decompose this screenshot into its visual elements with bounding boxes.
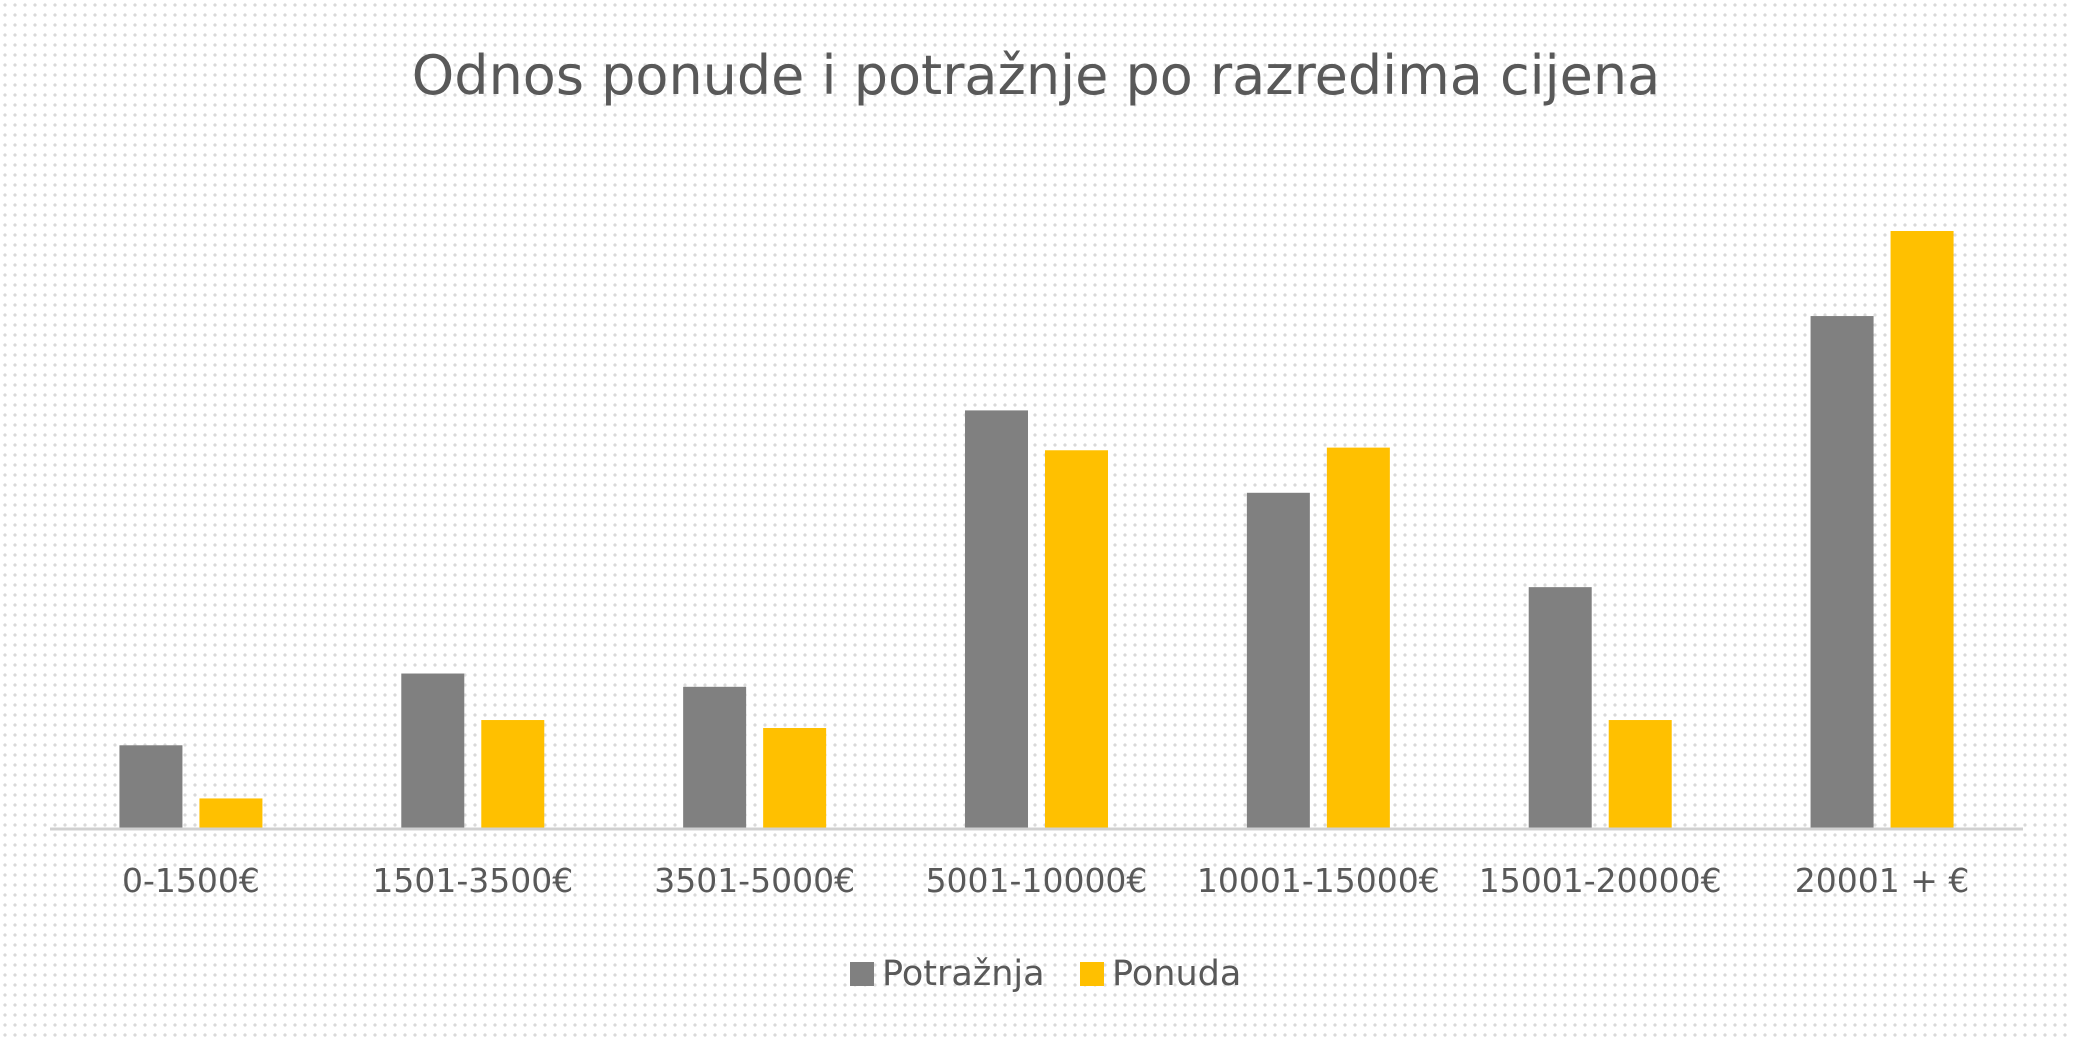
x-tick-label: 10001-15000€ [1197,861,1440,900]
x-tick-label: 5001-10000€ [926,861,1148,900]
bar-ponuda-5 [1608,720,1672,829]
bar-ponuda-0 [199,798,263,829]
bar-potraznja-5 [1528,587,1592,829]
legend-swatch-0 [850,962,874,986]
bar-potraznja-3 [965,410,1028,829]
x-tick-labels: 0-1500€ 1501-3500€ 3501-5000€ 5001-10000€ 10… [122,861,1969,900]
x-tick-label: 1501-3500€ [372,861,573,900]
bar-potraznja-1 [401,673,465,829]
x-tick-label: 0-1500€ [122,861,260,900]
legend-label-0: Potražnja [882,954,1045,994]
bar-ponuda-2 [763,728,827,829]
bar-ponuda-4 [1326,447,1390,829]
bars [119,231,1954,829]
legend: Potražnja Ponuda [850,954,1241,994]
x-tick-label: 15001-20000€ [1479,861,1722,900]
legend-swatch-1 [1080,962,1104,986]
bar-ponuda-3 [1045,450,1108,829]
x-tick-label: 20001 + € [1795,861,1970,900]
bar-potraznja-4 [1246,492,1310,829]
chart-title: Odnos ponude i potražnje po razredima ci… [412,44,1660,107]
x-tick-label: 3501-5000€ [654,861,855,900]
bar-potraznja-6 [1810,316,1874,829]
legend-label-1: Ponuda [1112,954,1241,994]
bar-potraznja-2 [683,686,747,829]
bar-ponuda-1 [481,720,545,829]
bar-potraznja-0 [119,745,183,829]
bar-ponuda-6 [1890,231,1954,829]
